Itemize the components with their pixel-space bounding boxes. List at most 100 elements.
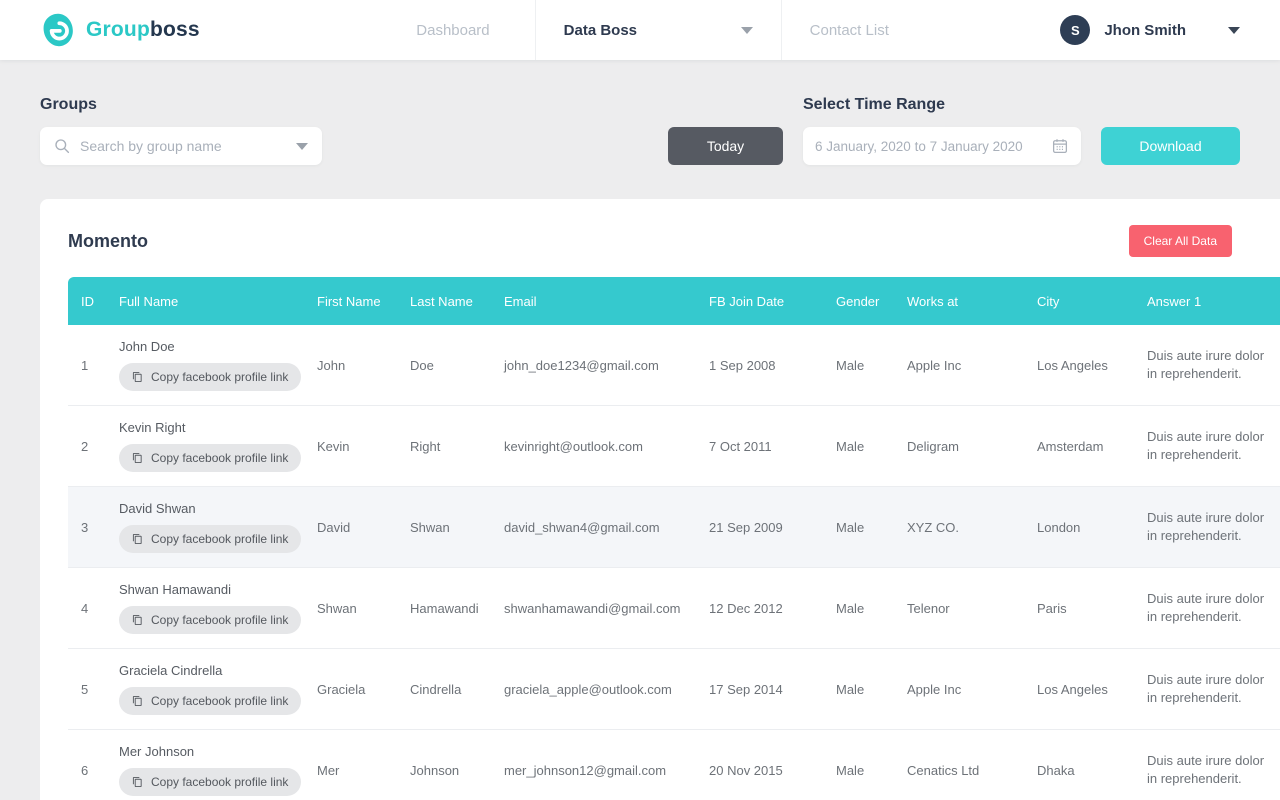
copy-facebook-link-button[interactable]: Copy facebook profile link xyxy=(119,525,302,553)
cell-gender: Male xyxy=(823,729,894,800)
cell-full-name: David Shwan Copy facebook profile link xyxy=(106,486,304,568)
date-range-input[interactable] xyxy=(815,138,1043,154)
nav-dashboard[interactable]: Dashboard xyxy=(416,21,490,39)
filter-bar: Groups Today Select Time Range Download xyxy=(0,60,1280,165)
cell-first-name: Graciela xyxy=(304,648,397,730)
chevron-down-icon[interactable] xyxy=(296,142,308,150)
cell-first-name: David xyxy=(304,486,397,568)
cell-first-name: Shwan xyxy=(304,567,397,649)
cell-email: shwanhamawandi@gmail.com xyxy=(491,567,696,649)
col-header-id: ID xyxy=(68,277,106,325)
copy-facebook-link-button[interactable]: Copy facebook profile link xyxy=(119,687,302,715)
copy-facebook-link-button[interactable]: Copy facebook profile link xyxy=(119,444,302,472)
cell-last-name: Right xyxy=(397,405,491,487)
cell-last-name: Cindrella xyxy=(397,648,491,730)
date-range-picker[interactable] xyxy=(803,127,1081,165)
cell-id: 5 xyxy=(68,648,106,730)
members-table: ID Full Name First Name Last Name Email … xyxy=(68,277,1280,800)
cell-gender: Male xyxy=(823,486,894,568)
col-header-answer-1: Answer 1 xyxy=(1134,277,1280,325)
calendar-icon[interactable] xyxy=(1051,137,1069,155)
table-header: ID Full Name First Name Last Name Email … xyxy=(68,277,1280,325)
group-search[interactable] xyxy=(40,127,322,165)
copy-icon xyxy=(132,695,143,707)
cell-last-name: Doe xyxy=(397,325,491,406)
cell-city: Los Angeles xyxy=(1024,325,1134,406)
cell-city: Los Angeles xyxy=(1024,648,1134,730)
clear-all-data-button[interactable]: Clear All Data xyxy=(1128,225,1232,257)
user-menu[interactable]: S Jhon Smith xyxy=(1060,15,1240,45)
copy-facebook-link-button[interactable]: Copy facebook profile link xyxy=(119,768,302,796)
cell-works-at: Deligram xyxy=(894,405,1024,487)
full-name-text: Kevin Right xyxy=(119,420,186,435)
cell-last-name: Hamawandi xyxy=(397,567,491,649)
nav-contact-list[interactable]: Contact List xyxy=(809,21,889,39)
avatar: S xyxy=(1060,15,1091,45)
col-header-gender: Gender xyxy=(823,277,894,325)
cell-full-name: Graciela Cindrella Copy facebook profile… xyxy=(106,648,304,730)
col-header-fb-join-date: FB Join Date xyxy=(696,277,823,325)
cell-id: 2 xyxy=(68,405,106,487)
cell-email: kevinright@outlook.com xyxy=(491,405,696,487)
cell-city: Dhaka xyxy=(1024,729,1134,800)
copy-facebook-link-button[interactable]: Copy facebook profile link xyxy=(119,606,302,634)
col-header-full-name: Full Name xyxy=(106,277,304,325)
cell-full-name: Kevin Right Copy facebook profile link xyxy=(106,405,304,487)
cell-fb-join-date: 1 Sep 2008 xyxy=(696,325,823,406)
cell-gender: Male xyxy=(823,648,894,730)
cell-fb-join-date: 17 Sep 2014 xyxy=(696,648,823,730)
cell-fb-join-date: 21 Sep 2009 xyxy=(696,486,823,568)
groupboss-logo-icon xyxy=(40,12,76,48)
cell-id: 6 xyxy=(68,729,106,800)
search-icon xyxy=(54,138,70,154)
time-range-section: Select Time Range xyxy=(803,96,1081,165)
cell-answer-1: Duis aute irure dolor in reprehenderit. xyxy=(1134,729,1280,800)
cell-first-name: John xyxy=(304,325,397,406)
nav-data-boss[interactable]: Data Boss xyxy=(534,0,782,60)
col-header-city: City xyxy=(1024,277,1134,325)
cell-email: mer_johnson12@gmail.com xyxy=(491,729,696,800)
table-row: 6 Mer Johnson Copy facebook profile link… xyxy=(68,729,1280,800)
full-name-text: Graciela Cindrella xyxy=(119,663,223,678)
cell-city: Amsterdam xyxy=(1024,405,1134,487)
group-search-input[interactable] xyxy=(80,138,286,154)
download-button[interactable]: Download xyxy=(1101,127,1240,165)
cell-full-name: John Doe Copy facebook profile link xyxy=(106,325,304,406)
cell-last-name: Shwan xyxy=(397,486,491,568)
time-range-heading: Select Time Range xyxy=(803,96,945,113)
full-name-text: David Shwan xyxy=(119,501,196,516)
chevron-down-icon xyxy=(1227,26,1240,34)
cell-works-at: Apple Inc xyxy=(894,325,1024,406)
cell-id: 3 xyxy=(68,486,106,568)
cell-full-name: Mer Johnson Copy facebook profile link xyxy=(106,729,304,800)
table-row: 2 Kevin Right Copy facebook profile link… xyxy=(68,405,1280,487)
full-name-text: Shwan Hamawandi xyxy=(119,582,232,597)
cell-gender: Male xyxy=(823,325,894,406)
brand[interactable]: Groupboss xyxy=(40,12,200,48)
cell-answer-1: Duis aute irure dolor in reprehenderit. xyxy=(1134,405,1280,487)
top-navbar: Groupboss Dashboard Data Boss Contact Li… xyxy=(0,0,1280,60)
cell-works-at: XYZ CO. xyxy=(894,486,1024,568)
group-title: Momento xyxy=(68,230,148,251)
copy-facebook-link-button[interactable]: Copy facebook profile link xyxy=(119,363,302,391)
copy-icon xyxy=(132,776,143,788)
col-header-works-at: Works at xyxy=(894,277,1024,325)
brand-name: Groupboss xyxy=(86,18,200,41)
table-row: 4 Shwan Hamawandi Copy facebook profile … xyxy=(68,567,1280,649)
cell-works-at: Cenatics Ltd xyxy=(894,729,1024,800)
cell-email: john_doe1234@gmail.com xyxy=(491,325,696,406)
cell-works-at: Apple Inc xyxy=(894,648,1024,730)
copy-icon xyxy=(132,371,143,383)
cell-answer-1: Duis aute irure dolor in reprehenderit. xyxy=(1134,567,1280,649)
copy-icon xyxy=(132,614,143,626)
cell-city: London xyxy=(1024,486,1134,568)
full-name-text: John Doe xyxy=(119,339,175,354)
col-header-last-name: Last Name xyxy=(397,277,491,325)
chevron-down-icon xyxy=(740,26,753,34)
today-button[interactable]: Today xyxy=(668,127,783,165)
cell-email: graciela_apple@outlook.com xyxy=(491,648,696,730)
nav-data-boss-label: Data Boss xyxy=(563,21,638,39)
cell-fb-join-date: 12 Dec 2012 xyxy=(696,567,823,649)
cell-fb-join-date: 7 Oct 2011 xyxy=(696,405,823,487)
cell-full-name: Shwan Hamawandi Copy facebook profile li… xyxy=(106,567,304,649)
